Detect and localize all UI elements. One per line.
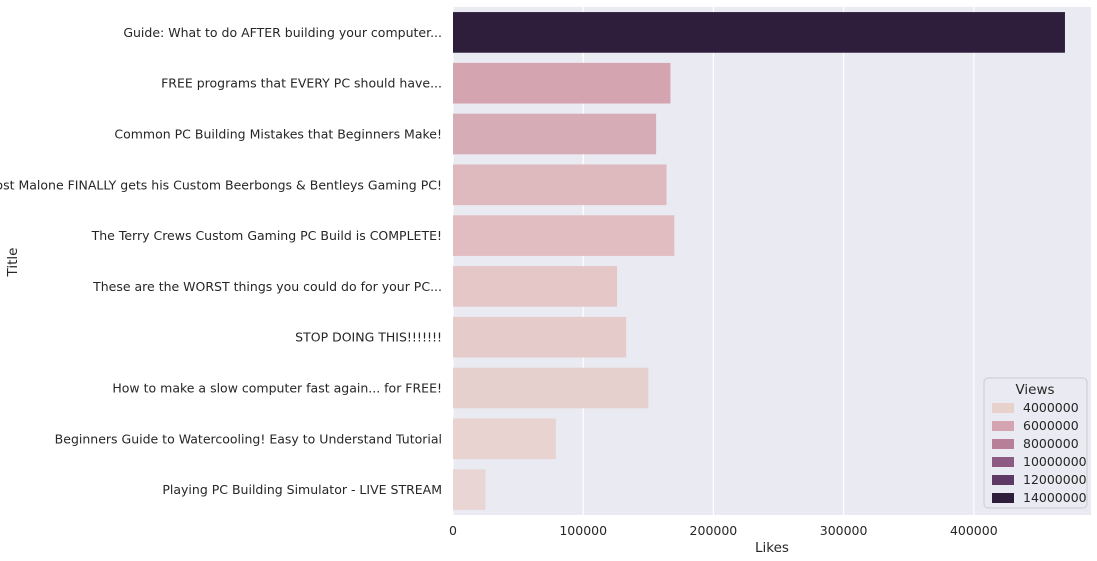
bar <box>453 164 667 206</box>
legend-label: 6000000 <box>1023 418 1079 433</box>
x-tick-label: 100000 <box>559 523 607 538</box>
bar <box>453 62 671 104</box>
bar <box>453 12 1065 53</box>
y-tick-label: The Terry Crews Custom Gaming PC Build i… <box>91 228 442 243</box>
y-tick-labels: Guide: What to do AFTER building your co… <box>0 25 442 497</box>
x-tick-label: 200000 <box>690 523 738 538</box>
legend-label: 10000000 <box>1023 454 1087 469</box>
legend-swatch <box>992 493 1014 503</box>
bar <box>453 316 627 358</box>
legend-label: 12000000 <box>1023 472 1087 487</box>
legend-label: 4000000 <box>1023 400 1079 415</box>
legend-swatch <box>992 457 1014 467</box>
y-tick-label: Playing PC Building Simulator - LIVE STR… <box>162 482 442 497</box>
x-tick-labels: 0 100000 200000 300000 400000 <box>449 523 998 538</box>
x-tick-label: 300000 <box>820 523 868 538</box>
legend-label: 14000000 <box>1023 490 1087 505</box>
y-tick-label: Post Malone FINALLY gets his Custom Beer… <box>0 177 442 192</box>
y-tick-label: Common PC Building Mistakes that Beginne… <box>114 127 442 142</box>
bar <box>453 113 657 155</box>
y-tick-label: These are the WORST things you could do … <box>92 279 442 294</box>
legend-swatch <box>992 421 1014 431</box>
bar <box>453 418 556 460</box>
y-axis-label: Title <box>5 248 21 278</box>
x-tick-label: 400000 <box>950 523 998 538</box>
bars <box>453 12 1065 510</box>
legend-title: Views <box>1015 382 1054 398</box>
legend: Views 4000000 6000000 8000000 10000000 12000… <box>983 377 1088 509</box>
x-axis-label: Likes <box>755 540 789 556</box>
legend-swatch <box>992 475 1014 485</box>
bar <box>453 266 618 307</box>
legend-swatch <box>992 439 1014 449</box>
y-tick-label: FREE programs that EVERY PC should have.… <box>161 76 442 91</box>
bar <box>453 215 675 256</box>
bar <box>453 367 649 409</box>
y-tick-label: STOP DOING THIS!!!!!!! <box>295 330 442 345</box>
y-tick-label: Beginners Guide to Watercooling! Easy to… <box>55 431 442 446</box>
legend-swatch <box>992 403 1014 413</box>
bar <box>453 469 486 510</box>
x-tick-label: 0 <box>449 523 457 538</box>
y-tick-label: How to make a slow computer fast again..… <box>112 381 442 396</box>
legend-label: 8000000 <box>1023 436 1079 451</box>
y-tick-label: Guide: What to do AFTER building your co… <box>123 25 442 40</box>
